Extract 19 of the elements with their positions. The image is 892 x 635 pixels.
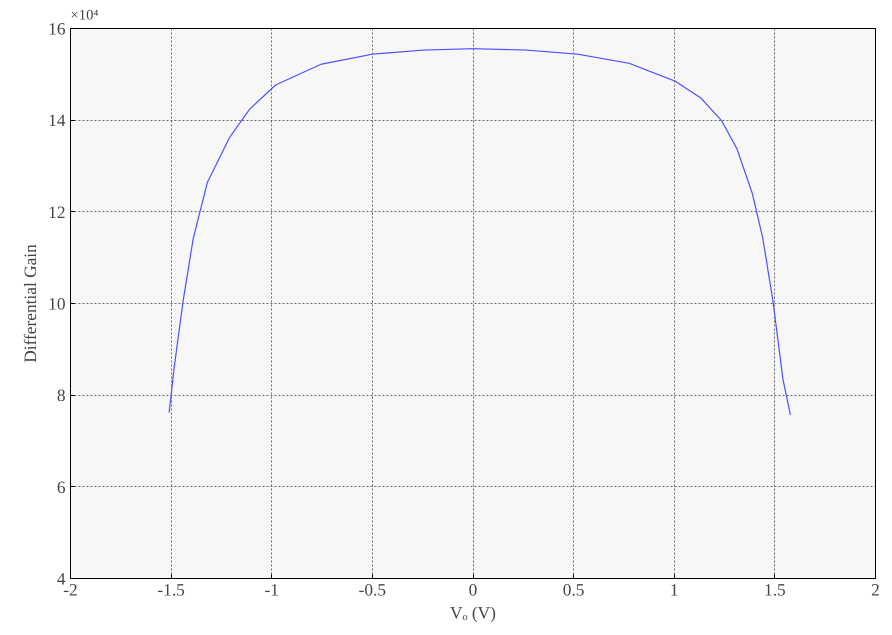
x-tick-label: 1.5 [764, 580, 786, 600]
x-tick-label: 2 [871, 580, 880, 600]
x-tick-label: -0.5 [358, 580, 386, 600]
x-tick-label: -1.5 [157, 580, 185, 600]
x-tick-label: 0 [468, 580, 478, 600]
line-series [168, 48, 791, 416]
x-tick-label: 0.5 [562, 580, 584, 600]
y-tick-label: 4 [56, 570, 66, 588]
y-tick-label: 16 [48, 20, 66, 38]
x-tick-label: -1 [264, 580, 279, 600]
y-tick-label: 10 [48, 294, 66, 314]
y-tick-label: 8 [56, 386, 66, 406]
y-tick-label: 6 [56, 478, 66, 497]
y-tick-label: 14 [48, 111, 66, 130]
text: ×10⁴ [70, 8, 99, 24]
y-tick-label: 12 [48, 202, 66, 222]
x-tick-label: 1 [670, 580, 679, 600]
x-axis-title: Vₒ (V) [450, 604, 496, 622]
y-axis-title: Differential Gain [21, 244, 40, 363]
